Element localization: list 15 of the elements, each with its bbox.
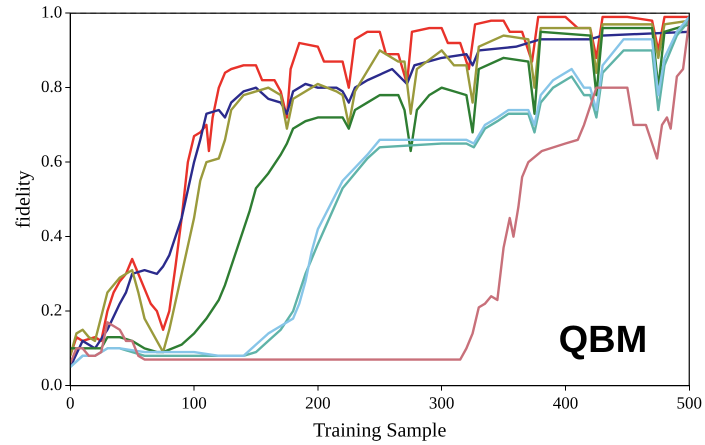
x-tick-label: 500 <box>676 393 702 412</box>
x-axis-title: Training Sample <box>313 419 446 442</box>
y-tick-label: 1.0 <box>41 2 62 22</box>
annotation: QBM <box>558 319 648 362</box>
x-tick-label: 200 <box>305 393 331 412</box>
y-tick-label: 0.0 <box>41 375 62 394</box>
y-tick-label: 0.4 <box>41 226 63 246</box>
y-tick-label: 0.6 <box>41 152 62 171</box>
y-tick-label: 0.8 <box>41 77 62 96</box>
x-tick-label: 100 <box>181 393 207 412</box>
x-tick-label: 300 <box>428 393 454 412</box>
x-tick-label: 400 <box>552 393 578 412</box>
x-tick-label: 0 <box>66 393 74 412</box>
y-axis-title: fidelity <box>12 170 34 228</box>
y-tick-label: 0.2 <box>41 300 62 320</box>
